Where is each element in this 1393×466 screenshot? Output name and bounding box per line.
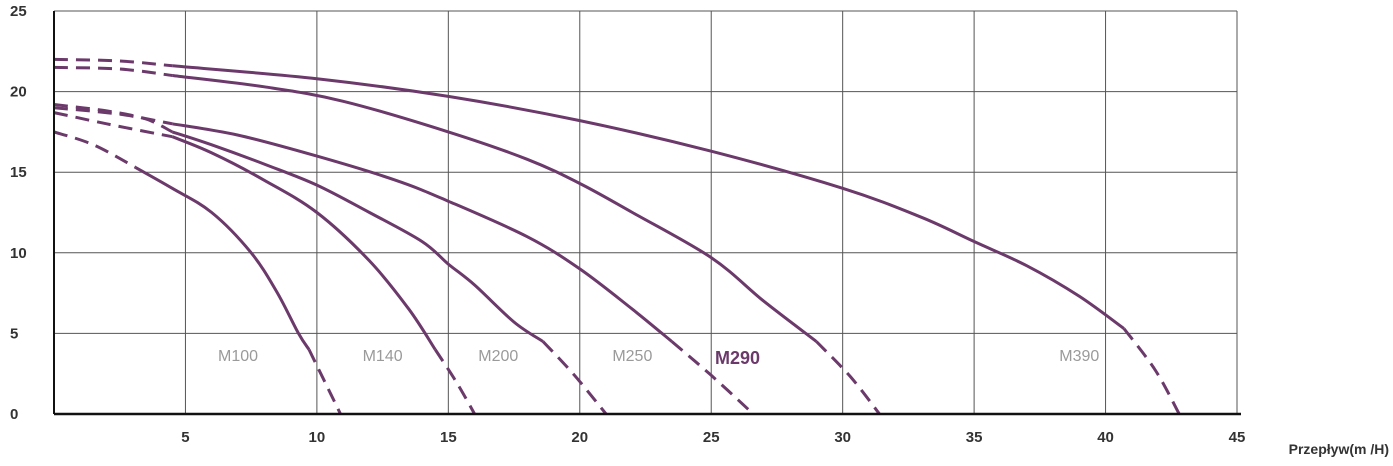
x-tick-label: 20 <box>571 429 588 446</box>
curve-m290-dashed-start <box>53 65 173 77</box>
x-tick-labels: 5 10 15 20 25 30 35 40 45 <box>181 429 1245 446</box>
series-label-m140: M140 <box>363 348 403 365</box>
x-tick-label: 10 <box>309 429 326 446</box>
series-m140 <box>53 111 476 415</box>
y-tick-label: 25 <box>10 3 27 20</box>
axes <box>53 11 1241 416</box>
curves <box>53 57 1181 416</box>
curve-m100-dashed-start <box>53 130 137 169</box>
series-label-m390: M390 <box>1059 348 1099 365</box>
curve-m250-dashed-start <box>53 106 173 126</box>
y-tick-label: 5 <box>10 325 18 342</box>
curve-m390-dashed-start <box>53 57 173 68</box>
curve-m250-solid <box>172 122 673 343</box>
x-tick-label: 40 <box>1097 429 1114 446</box>
curve-m140-dashed-start <box>53 111 173 139</box>
y-tick-label: 15 <box>10 164 27 181</box>
series-m250 <box>53 106 755 416</box>
x-axis-title: Przepływ(m /H) <box>1289 441 1389 457</box>
series-m100 <box>53 130 342 415</box>
curve-m250-dashed-end <box>670 340 755 416</box>
x-tick-label: 5 <box>181 429 189 446</box>
y-tick-label: 0 <box>10 406 18 423</box>
curve-m200-dashed-end <box>541 340 608 415</box>
series-label-m290: M290 <box>715 348 760 368</box>
series-label-m250: M250 <box>612 348 652 365</box>
series-label-m100: M100 <box>218 348 258 365</box>
series-labels: M100 M140 M200 M250 M290 M390 <box>218 348 1099 368</box>
series-m290 <box>53 65 881 415</box>
x-tick-label: 45 <box>1229 429 1246 446</box>
series-label-m200: M200 <box>478 348 518 365</box>
x-tick-label: 35 <box>966 429 983 446</box>
y-tick-labels: 0 5 10 15 20 25 <box>10 3 27 423</box>
curve-m390-solid <box>172 64 1125 330</box>
curve-m390-dashed-end <box>1122 327 1181 415</box>
curve-m200-dashed-start <box>53 103 173 134</box>
x-tick-label: 25 <box>703 429 720 446</box>
curve-m290-solid <box>172 74 818 343</box>
y-tick-label: 20 <box>10 84 27 101</box>
curve-m290-dashed-end <box>815 340 881 415</box>
curve-m140-dashed-end <box>433 348 476 415</box>
x-tick-label: 30 <box>834 429 851 446</box>
curve-m100-solid <box>134 166 311 351</box>
x-tick-label: 15 <box>440 429 457 446</box>
curve-m200-solid <box>171 130 544 343</box>
y-tick-label: 10 <box>10 245 27 262</box>
curve-m100-dashed-end <box>307 348 342 415</box>
series-m200 <box>53 103 608 415</box>
curve-m140-solid <box>171 135 437 351</box>
series-m390 <box>53 57 1181 415</box>
